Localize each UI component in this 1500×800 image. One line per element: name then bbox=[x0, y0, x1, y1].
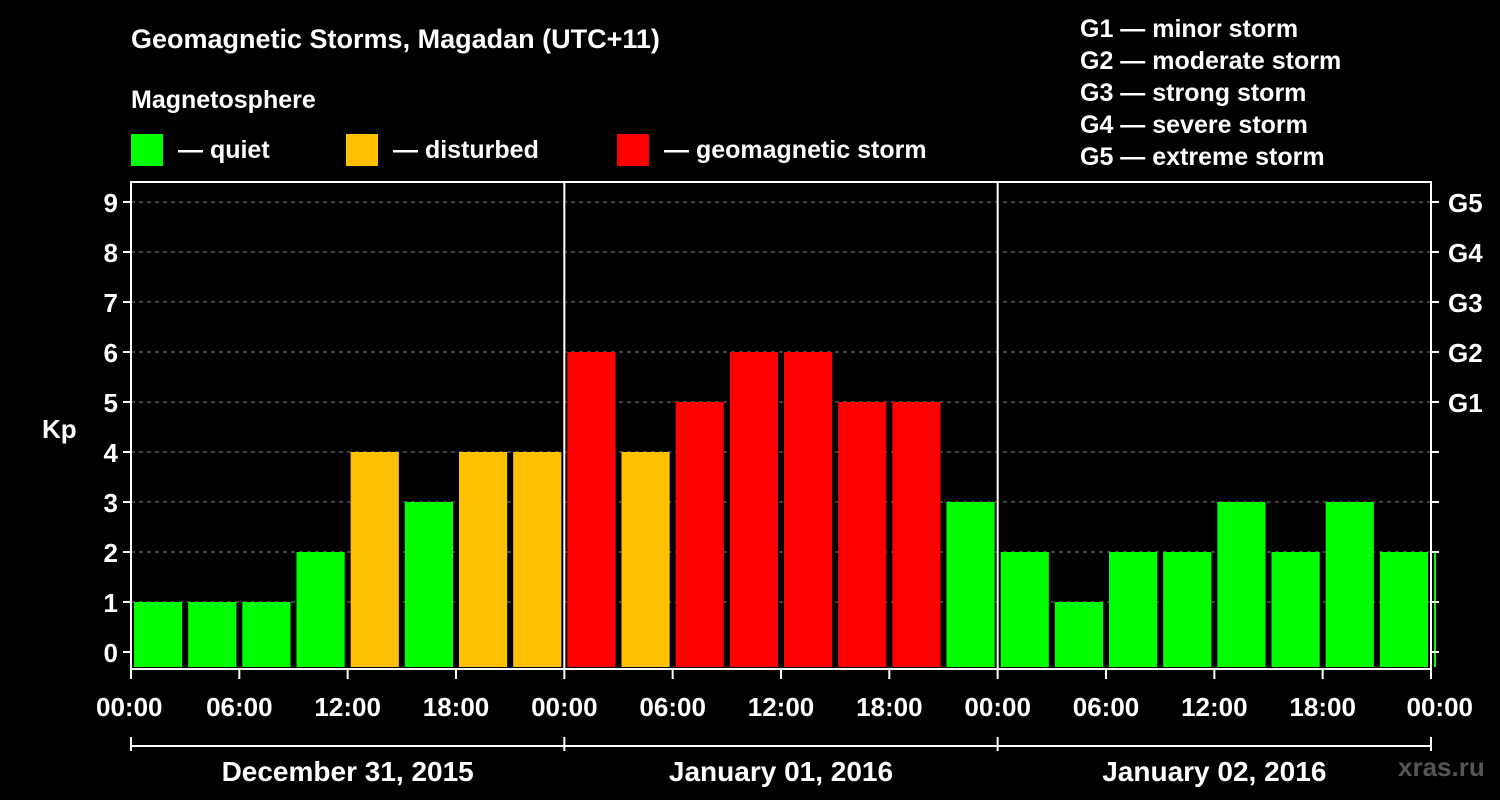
y-tick-label-6: 6 bbox=[104, 338, 118, 368]
x-tick-label-11: 18:00 bbox=[1289, 692, 1356, 722]
storm-level-g3: G3 — strong storm bbox=[1080, 79, 1307, 107]
kp-bar-0 bbox=[134, 602, 183, 667]
kp-bar-22 bbox=[1325, 502, 1374, 667]
kp-bar-21 bbox=[1271, 552, 1320, 667]
x-tick-label-1: 06:00 bbox=[206, 692, 273, 722]
kp-bar-13 bbox=[838, 402, 887, 667]
kp-bar-7 bbox=[513, 452, 562, 667]
y-tick-label-1: 1 bbox=[104, 588, 118, 618]
chart-title: Geomagnetic Storms, Magadan (UTC+11) bbox=[131, 24, 660, 54]
legend-label-disturbed: — disturbed bbox=[393, 135, 539, 164]
kp-bar-9 bbox=[621, 452, 670, 667]
y-axis-title: Kp bbox=[42, 414, 77, 444]
kp-bar-23 bbox=[1379, 552, 1428, 667]
x-tick-label-6: 12:00 bbox=[748, 692, 815, 722]
x-tick-label-0: 00:00 bbox=[96, 692, 163, 722]
legend-label-quiet: — quiet bbox=[178, 135, 270, 164]
storm-axis-label-g3: G3 bbox=[1448, 288, 1483, 318]
storm-axis-label-g5: G5 bbox=[1448, 188, 1483, 218]
kp-bar-5 bbox=[404, 502, 453, 667]
y-tick-label-2: 2 bbox=[104, 538, 118, 568]
x-tick-label-3: 18:00 bbox=[423, 692, 490, 722]
magnetosphere-label: Magnetosphere bbox=[131, 86, 316, 114]
x-tick-label-2: 12:00 bbox=[314, 692, 381, 722]
kp-bar-12 bbox=[784, 352, 833, 667]
day-label-0: December 31, 2015 bbox=[222, 756, 474, 787]
storm-axis-label-g4: G4 bbox=[1448, 238, 1483, 268]
storm-level-g4: G4 — severe storm bbox=[1080, 111, 1308, 139]
watermark: xras.ru bbox=[1398, 752, 1485, 782]
kp-bar-24 bbox=[1434, 552, 1436, 667]
y-tick-label-3: 3 bbox=[104, 488, 118, 518]
kp-bar-1 bbox=[188, 602, 237, 667]
storm-level-g5: G5 — extreme storm bbox=[1080, 143, 1325, 171]
x-tick-label-4: 00:00 bbox=[531, 692, 598, 722]
kp-bar-14 bbox=[892, 402, 941, 667]
legend-item-disturbed: — disturbed bbox=[346, 133, 539, 167]
kp-bar-11 bbox=[729, 352, 778, 667]
kp-bar-6 bbox=[459, 452, 508, 667]
storm-level-legend: G1 — minor storm G2 — moderate storm G3 … bbox=[1080, 13, 1341, 173]
kp-bar-17 bbox=[1054, 602, 1103, 667]
kp-bar-3 bbox=[296, 552, 345, 667]
x-tick-label-5: 06:00 bbox=[639, 692, 706, 722]
x-tick-label-10: 12:00 bbox=[1181, 692, 1248, 722]
legend-swatch-storm bbox=[617, 134, 649, 166]
y-tick-label-7: 7 bbox=[104, 288, 118, 318]
kp-bar-18 bbox=[1109, 552, 1158, 667]
day-label-2: January 02, 2016 bbox=[1102, 756, 1326, 787]
x-tick-label-8: 00:00 bbox=[964, 692, 1031, 722]
storm-axis-label-g2: G2 bbox=[1448, 338, 1483, 368]
kp-bar-10 bbox=[675, 402, 724, 667]
x-tick-label-7: 18:00 bbox=[856, 692, 923, 722]
y-tick-label-5: 5 bbox=[104, 388, 118, 418]
legend-swatch-quiet bbox=[131, 134, 163, 166]
x-tick-label-12: 00:00 bbox=[1407, 692, 1474, 722]
kp-bar-16 bbox=[1000, 552, 1049, 667]
legend-swatch-disturbed bbox=[346, 134, 378, 166]
kp-bar-2 bbox=[242, 602, 291, 667]
y-tick-label-0: 0 bbox=[104, 638, 118, 668]
legend-item-storm: — geomagnetic storm bbox=[617, 133, 927, 167]
legend-item-quiet: — quiet bbox=[131, 133, 270, 167]
kp-bar-20 bbox=[1217, 502, 1266, 667]
storm-axis-label-g1: G1 bbox=[1448, 388, 1483, 418]
kp-bar-15 bbox=[946, 502, 995, 667]
legend-label-storm: — geomagnetic storm bbox=[664, 135, 927, 164]
kp-bar-19 bbox=[1163, 552, 1212, 667]
day-label-1: January 01, 2016 bbox=[669, 756, 893, 787]
y-tick-label-9: 9 bbox=[104, 188, 118, 218]
x-tick-label-9: 06:00 bbox=[1073, 692, 1140, 722]
storm-level-g1: G1 — minor storm bbox=[1080, 15, 1299, 43]
y-tick-label-8: 8 bbox=[104, 238, 118, 268]
kp-bar-8 bbox=[567, 352, 616, 667]
kp-bar-4 bbox=[350, 452, 399, 667]
y-tick-label-4: 4 bbox=[104, 438, 119, 468]
storm-level-g2: G2 — moderate storm bbox=[1080, 47, 1342, 75]
